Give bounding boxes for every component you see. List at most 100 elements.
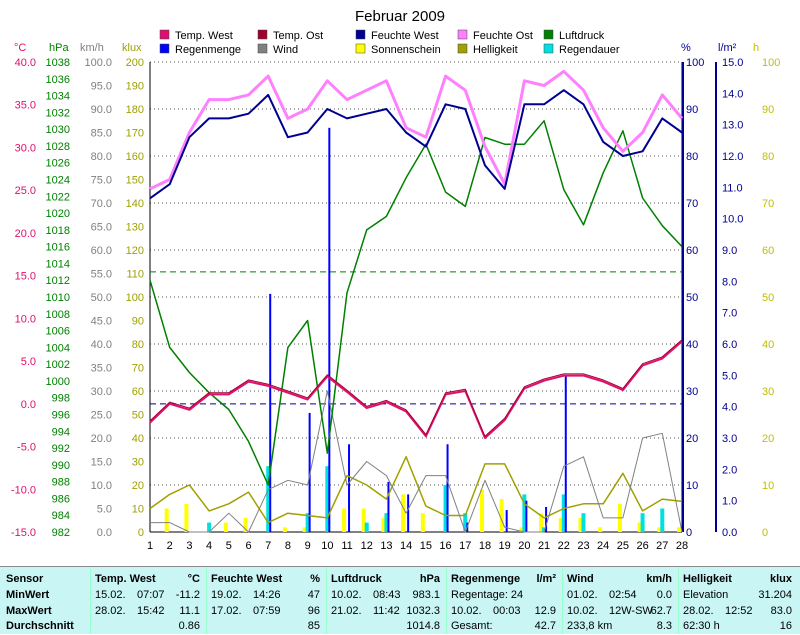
x-tick-label: 14 (400, 540, 412, 552)
rain-max-date: 10.02. (451, 605, 482, 617)
bar-sonnenschein (361, 508, 366, 532)
axis-tick-label: 90.0 (91, 104, 112, 116)
row-label-max: MaxWert (6, 605, 52, 617)
axis-unit-label: h (753, 42, 759, 54)
bar-sonnenschein (420, 513, 425, 532)
bar-regendauer (640, 513, 645, 532)
axis-tick-label: 3.0 (722, 433, 737, 445)
legend-label: Regendauer (559, 44, 620, 56)
wind-min-time: 02:54 (609, 589, 637, 601)
axis-tick-label: 70 (762, 198, 774, 210)
axis-tick-label: 40 (762, 339, 774, 351)
axis-tick-label: 60 (686, 245, 698, 257)
series-line-temp-west (149, 340, 683, 439)
bar-regenmenge (505, 510, 508, 532)
axis-tick-label: 30 (762, 386, 774, 398)
x-tick-label: 18 (479, 540, 491, 552)
x-tick-label: 16 (439, 540, 451, 552)
axis-tick-label: 10 (762, 480, 774, 492)
axis-tick-label: 1034 (46, 91, 70, 103)
axis-tick-label: 14.0 (722, 88, 743, 100)
axis-tick-label: 4.0 (722, 402, 737, 414)
axis-tick-label: 988 (52, 477, 70, 489)
axis-tick-label: 1000 (46, 376, 70, 388)
axis-tick-label: 10 (132, 504, 144, 516)
x-tick-label: 3 (186, 540, 192, 552)
rain-column: Regenmenge l/m² Regentage: 24 10.02. 00:… (446, 567, 559, 634)
temp-west-min-date: 15.02. (95, 589, 126, 601)
humidity-west-avg-value: 85 (307, 620, 320, 632)
wind-max-value: 62.7 (650, 605, 672, 617)
bar-regendauer (542, 527, 547, 532)
bar-regendauer (522, 494, 527, 532)
x-tick-label: 4 (206, 540, 212, 552)
rain-total-label: Gesamt: (451, 620, 493, 632)
humidity-west-max-time: 07:59 (253, 605, 281, 617)
series-line-helligkeit (149, 456, 683, 524)
x-tick-label: 24 (597, 540, 609, 552)
axis-tick-label: 50 (686, 292, 698, 304)
axis-tick-label: 10.0 (15, 313, 36, 325)
bar-regendauer (207, 522, 212, 532)
bar-sonnenschein (342, 508, 347, 532)
brightness-unit: klux (769, 573, 792, 585)
axis-tick-label: 130 (126, 222, 144, 234)
legend-swatch (159, 43, 170, 54)
rain-max-time: 00:03 (493, 605, 521, 617)
temp-west-max-time: 15:42 (137, 605, 165, 617)
legend-label: Regenmenge (175, 44, 241, 56)
bar-sonnenschein (677, 527, 681, 532)
wind-unit: km/h (646, 573, 672, 585)
bar-regendauer (463, 513, 468, 532)
x-tick-label: 17 (459, 540, 471, 552)
axis-tick-label: 150 (126, 175, 144, 187)
wind-column: Wind km/h 01.02. 02:54 0.0 10.02. 12W-SW… (562, 567, 675, 634)
wind-header: Wind (567, 573, 594, 585)
axis-tick-label: 1036 (46, 74, 70, 86)
axis-tick-label: 984 (52, 510, 70, 522)
x-tick-label: 1 (147, 540, 153, 552)
temp-west-min-value: -11.2 (175, 589, 200, 601)
axis-tick-label: 1.0 (722, 496, 737, 508)
axis-tick-label: 2.0 (722, 464, 737, 476)
axis-tick-label: 20 (762, 433, 774, 445)
axis-tick-label: 998 (52, 393, 70, 405)
legend-swatch (355, 43, 366, 54)
axis-tick-label: 20.0 (15, 228, 36, 240)
axis-tick-label: 9.0 (722, 245, 737, 257)
axis-tick-label: 200 (126, 57, 144, 69)
summary-table: Sensor MinWert MaxWert Durchschnitt Temp… (0, 566, 800, 634)
legend-swatch (257, 43, 268, 54)
bar-regendauer (581, 513, 586, 532)
axis-tick-label: 1010 (46, 292, 70, 304)
legend-label: Feuchte West (371, 30, 439, 42)
bar-regendauer (364, 522, 369, 532)
bar-sonnenschein (302, 527, 307, 532)
axis-tick-label: 1012 (46, 275, 70, 287)
axis-tick-label: 50.0 (91, 292, 112, 304)
bar-sonnenschein (539, 513, 544, 532)
bar-sonnenschein (184, 503, 189, 532)
legend-label: Feuchte Ost (473, 30, 533, 42)
brightness-max-time: 12:52 (725, 605, 753, 617)
legend-swatch (543, 29, 554, 40)
axis-tick-label: 90 (132, 316, 144, 328)
sunshine-hours: 62:30 h (683, 620, 720, 632)
row-label-min: MinWert (6, 589, 50, 601)
temp-west-max-date: 28.02. (95, 605, 126, 617)
axis-tick-label: 80 (686, 151, 698, 163)
axis-tick-label: 30.0 (91, 386, 112, 398)
humidity-west-unit: % (310, 573, 320, 585)
axis-tick-label: 15.0 (91, 457, 112, 469)
axis-tick-label: 60 (132, 386, 144, 398)
axis-tick-label: 1008 (46, 309, 70, 321)
axis-tick-label: 25.0 (15, 185, 36, 197)
bar-sonnenschein (401, 494, 406, 532)
x-tick-label: 27 (656, 540, 668, 552)
series-line-luftdruck (149, 120, 683, 486)
elevation-label: Elevation (683, 589, 729, 601)
rain-unit: l/m² (536, 573, 556, 585)
axis-tick-label: 12.0 (722, 151, 743, 163)
axis-tick-label: 1002 (46, 359, 70, 371)
axis-tick-label: 40 (686, 339, 698, 351)
